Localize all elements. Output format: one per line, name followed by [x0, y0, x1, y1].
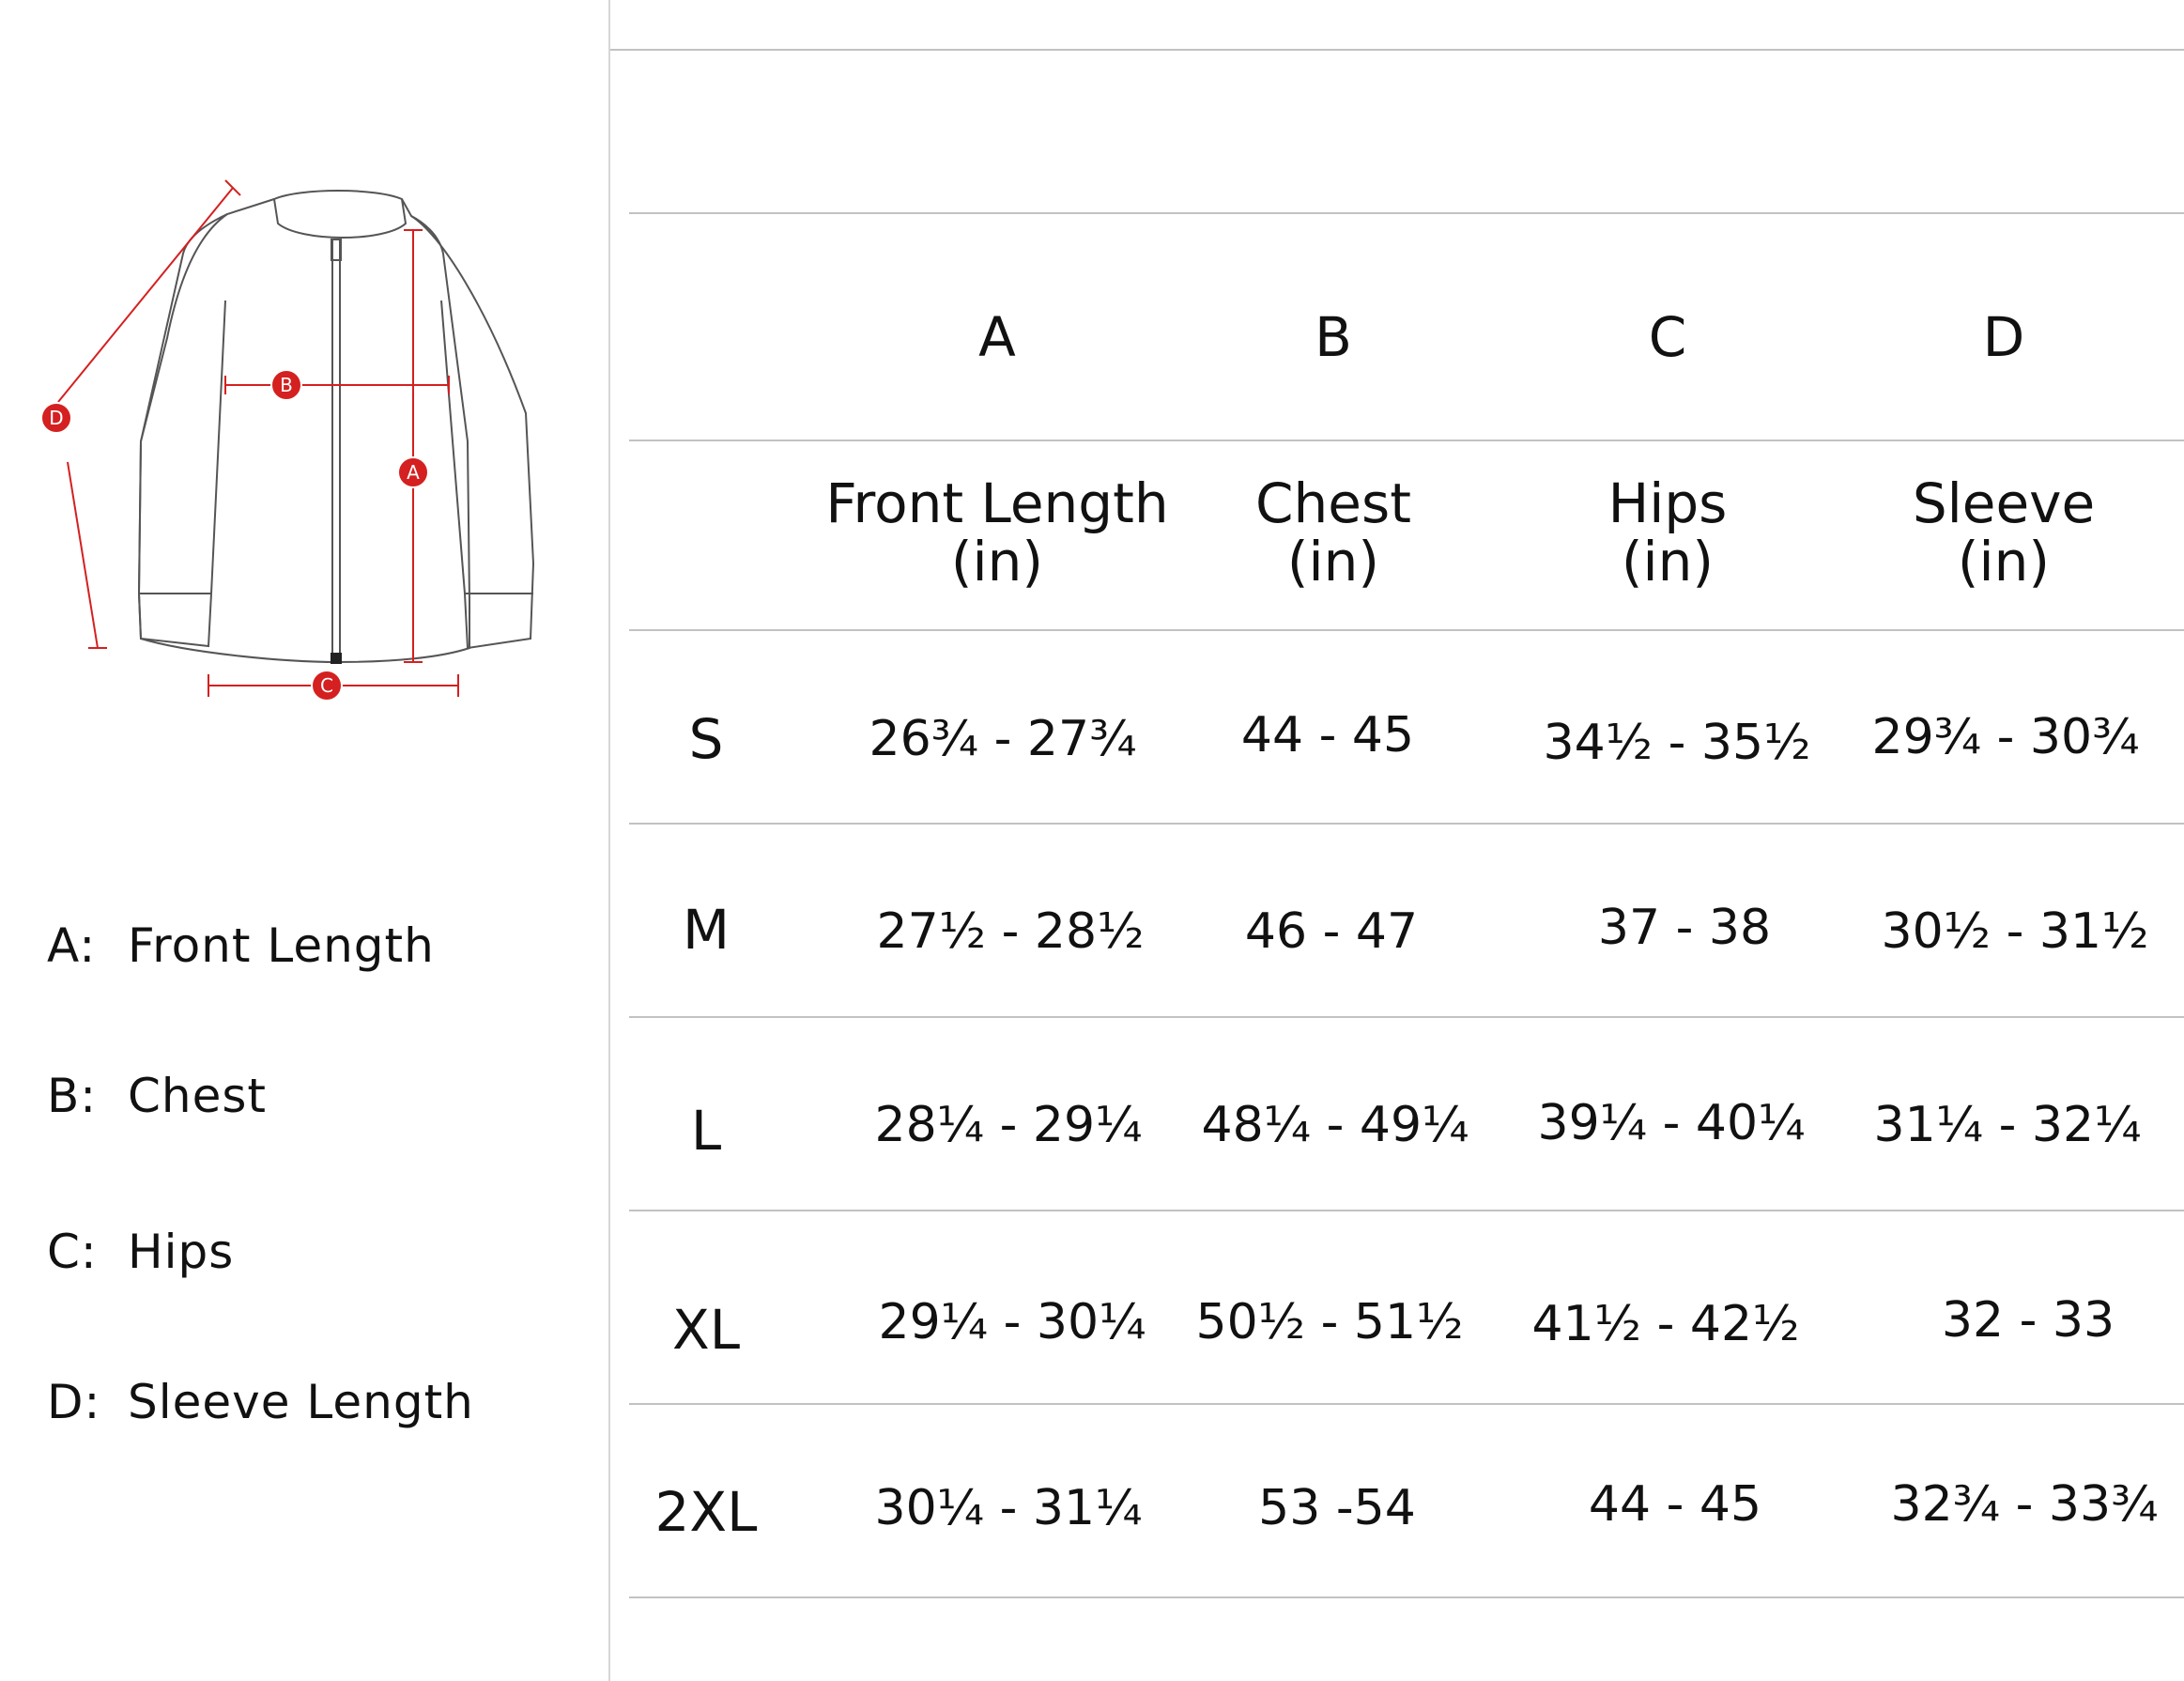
table-cell: 46 - 47: [1244, 903, 1419, 960]
legend-item-b: B: Chest: [47, 1069, 267, 1123]
column-letter-b: B: [1315, 305, 1352, 369]
size-label-2xl: 2XL: [654, 1480, 758, 1544]
table-cell: 34½ - 35½: [1543, 715, 1811, 771]
table-rule: [629, 212, 2184, 214]
column-header-sleeve: Sleeve (in): [1825, 474, 2182, 591]
legend-label: Sleeve Length: [128, 1375, 474, 1429]
jacket-right-sleeve: [410, 215, 535, 650]
table-rule: [629, 629, 2184, 631]
size-label-m: M: [682, 898, 731, 962]
legend-item-a: A: Front Length: [47, 918, 435, 973]
size-label-xl: XL: [671, 1298, 741, 1362]
table-cell: 53 -54: [1258, 1480, 1416, 1536]
table-rule: [629, 1210, 2184, 1211]
table-cell: 32 - 33: [1941, 1292, 2115, 1349]
table-cell: 28¼ - 29¼: [874, 1097, 1143, 1153]
column-header-unit: (in): [1621, 530, 1715, 594]
legend-key: D:: [47, 1375, 101, 1429]
column-letter-d: D: [1982, 305, 2025, 369]
table-rule: [629, 1596, 2184, 1598]
table-cell: 30¼ - 31¼: [874, 1480, 1143, 1536]
jacket-collar: [272, 190, 408, 239]
column-letter-a: A: [978, 305, 1016, 369]
table-cell: 37 - 38: [1597, 900, 1772, 956]
legend-key: B:: [47, 1069, 98, 1123]
marker-d-label: D: [49, 407, 63, 429]
marker-c: [311, 670, 343, 702]
table-cell: 41½ - 42½: [1531, 1296, 1800, 1352]
size-label-s: S: [688, 707, 724, 771]
column-letter-c: C: [1648, 305, 1687, 369]
legend-key: A:: [47, 918, 97, 973]
legend-key: C:: [47, 1225, 98, 1279]
column-header-line: Front Length: [825, 471, 1169, 535]
column-header-hips: Hips (in): [1489, 474, 1846, 591]
column-header-chest: Chest (in): [1155, 474, 1512, 591]
column-header-unit: (in): [1957, 530, 2051, 594]
marker-a-label: A: [407, 461, 420, 484]
marker-b-label: B: [280, 374, 293, 396]
table-cell: 30½ - 31½: [1881, 903, 2149, 960]
jacket-diagram: A B C D: [40, 179, 535, 702]
marker-c-label: C: [320, 674, 333, 697]
table-rule: [629, 1403, 2184, 1405]
table-cell: 27½ - 28½: [876, 903, 1145, 960]
marker-a: [397, 456, 429, 488]
table-cell: 29¼ - 30¼: [878, 1294, 1146, 1350]
table-rule: [629, 823, 2184, 825]
jacket-left-sleeve: [137, 213, 228, 648]
table-cell: 26¾ - 27¾: [869, 711, 1137, 767]
size-label-l: L: [690, 1099, 722, 1163]
table-rule: [610, 49, 2184, 51]
table-rule: [629, 1016, 2184, 1018]
panel-divider: [608, 0, 610, 1681]
column-header-line: Chest: [1255, 471, 1411, 535]
marker-d: [40, 402, 72, 434]
table-cell: 29¾ - 30¾: [1871, 709, 2140, 765]
column-header-line: Sleeve: [1912, 471, 2096, 535]
table-cell: 44 - 45: [1588, 1476, 1762, 1533]
table-cell: 32¾ - 33¾: [1890, 1476, 2159, 1533]
legend-item-c: C: Hips: [47, 1225, 234, 1279]
column-header-line: Hips: [1607, 471, 1728, 535]
legend-item-d: D: Sleeve Length: [47, 1375, 474, 1429]
legend-label: Hips: [128, 1225, 235, 1279]
table-cell: 50½ - 51½: [1195, 1294, 1464, 1350]
legend-label: Chest: [128, 1069, 268, 1123]
column-header-front-length: Front Length (in): [819, 474, 1176, 591]
column-header-unit: (in): [1286, 530, 1380, 594]
table-cell: 48¼ - 49¼: [1201, 1097, 1469, 1153]
table-rule: [629, 440, 2184, 441]
table-cell: 31¼ - 32¼: [1873, 1097, 2142, 1153]
table-cell: 44 - 45: [1240, 707, 1415, 763]
legend-label: Front Length: [128, 918, 435, 973]
marker-b: [270, 369, 302, 401]
column-header-unit: (in): [950, 530, 1044, 594]
table-cell: 39¼ - 40¼: [1537, 1095, 1806, 1151]
